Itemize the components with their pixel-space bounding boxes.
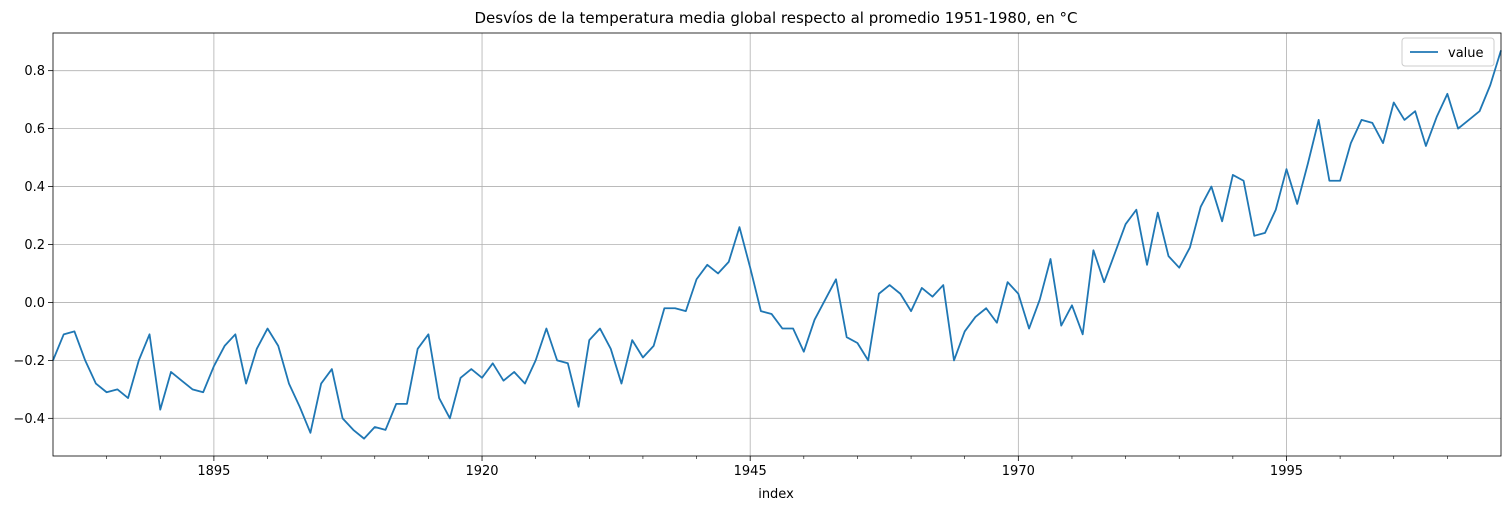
legend-label-value: value <box>1448 46 1484 61</box>
series-line-value <box>52 50 1502 440</box>
x-tick-label: 1895 <box>197 464 230 479</box>
axes: 1895 1920 1945 1970 1995 −0.4 −0.2 0.0 0.2 0.4 0.6… <box>13 32 1502 479</box>
y-tick-label: 0.6 <box>24 122 45 137</box>
series-layer <box>52 50 1502 440</box>
y-tick-label: 0.0 <box>24 296 45 311</box>
x-axis-label: index <box>758 487 794 502</box>
y-tick-label: −0.4 <box>13 412 45 427</box>
x-tick-label: 1995 <box>1270 464 1303 479</box>
y-tick-label: −0.2 <box>13 354 45 369</box>
y-tick-label: 0.4 <box>24 180 45 195</box>
x-tick-label: 1920 <box>465 464 498 479</box>
chart-title: Desvíos de la temperatura media global r… <box>474 9 1077 27</box>
y-tick-label: 0.8 <box>24 64 45 79</box>
legend: value <box>1401 37 1495 67</box>
gridlines <box>53 33 1501 456</box>
x-tick-label: 1970 <box>1002 464 1035 479</box>
legend-box <box>1401 37 1495 67</box>
x-tick-label: 1945 <box>734 464 767 479</box>
plot-area: 1895 1920 1945 1970 1995 −0.4 −0.2 0.0 0.2 0.4 0.6… <box>13 32 1502 479</box>
y-tick-label: 0.2 <box>24 238 45 253</box>
